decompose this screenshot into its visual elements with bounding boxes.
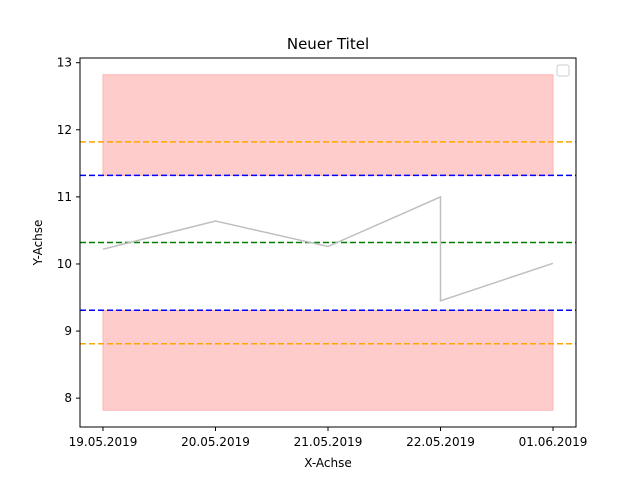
shaded-band-2 [102, 309, 554, 411]
y-axis-label: Y-Achse [31, 220, 45, 267]
x-tick-label: 01.06.2019 [519, 435, 588, 449]
y-tick-label: 12 [57, 123, 72, 137]
x-axis: 19.05.2019 20.05.2019 21.05.2019 22.05.2019… [69, 427, 588, 449]
y-tick-label: 8 [64, 391, 72, 405]
x-tick-label: 20.05.2019 [181, 435, 250, 449]
reference-lines [80, 141, 576, 345]
series-line-1 [102, 195, 554, 302]
series-lines [102, 195, 554, 302]
shaded-bands [102, 74, 554, 411]
x-tick-label: 21.05.2019 [294, 435, 363, 449]
y-tick-label: 11 [57, 190, 72, 204]
x-tick-label: 22.05.2019 [406, 435, 475, 449]
y-axis: 8 9 10 11 12 13 [57, 56, 80, 405]
y-tick-label: 10 [57, 257, 72, 271]
chart-title: Neuer Titel [287, 35, 369, 53]
legend-box [556, 64, 570, 77]
y-tick-label: 9 [64, 324, 72, 338]
y-tick-label: 13 [57, 56, 72, 70]
x-tick-label: 19.05.2019 [69, 435, 138, 449]
shaded-band-1 [102, 74, 554, 176]
x-axis-label: X-Achse [304, 456, 352, 470]
